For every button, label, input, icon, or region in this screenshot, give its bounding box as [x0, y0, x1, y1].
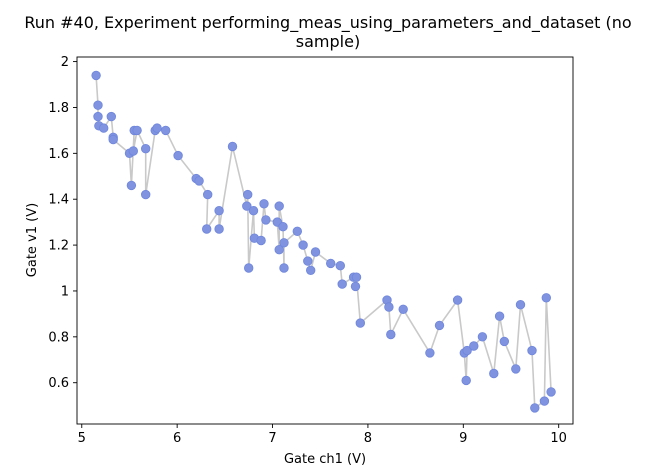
axes-frame — [76, 56, 574, 425]
x-axis-ticks: 5 6 7 8 9 10 — [78, 424, 567, 446]
data-point — [256, 235, 266, 246]
data-point — [489, 368, 499, 379]
data-point — [152, 123, 162, 133]
data-point — [261, 215, 271, 225]
chart-title-line2: sample) — [296, 32, 360, 51]
data-point — [527, 345, 537, 356]
data-point — [140, 143, 151, 154]
data-point — [452, 295, 463, 305]
y-tick-label: 1.8 — [48, 101, 69, 116]
y-tick-label: 1.2 — [48, 239, 69, 254]
data-point — [351, 272, 362, 282]
data-point — [214, 205, 224, 216]
x-axis-label: Gate ch1 (V) — [284, 452, 366, 467]
data-point — [108, 134, 118, 145]
data-point — [126, 180, 137, 191]
data-point — [477, 332, 488, 342]
data-point — [214, 224, 224, 234]
x-tick-label: 9 — [459, 431, 467, 446]
data-point — [546, 387, 556, 397]
y-axis-ticks: 0.6 0.8 1 1.2 1.4 1.6 1.8 2 — [48, 55, 77, 391]
data-point — [434, 320, 445, 331]
data-point — [194, 176, 204, 186]
data-point — [425, 348, 435, 358]
data-point — [91, 70, 101, 81]
x-tick-label: 7 — [268, 431, 276, 446]
data-point — [530, 403, 540, 413]
x-tick-label: 5 — [78, 431, 86, 446]
data-point — [274, 201, 284, 211]
data-point — [306, 265, 316, 276]
data-point — [310, 247, 321, 257]
data-point — [227, 141, 238, 152]
data-point — [160, 125, 171, 136]
y-axis-label: Gate v1 (V) — [25, 203, 40, 277]
data-point — [386, 329, 396, 340]
data-point — [303, 256, 313, 266]
y-tick-label: 0.6 — [48, 376, 69, 391]
data-point — [201, 224, 212, 234]
data-point — [292, 226, 303, 237]
data-point — [298, 240, 308, 250]
data-point — [140, 189, 151, 200]
data-point — [335, 261, 346, 271]
data-point — [259, 199, 269, 209]
data-point — [93, 111, 103, 122]
data-point — [350, 281, 361, 292]
data-point — [541, 293, 552, 303]
data-point — [242, 201, 252, 211]
data-point — [515, 300, 526, 310]
data-point — [274, 244, 284, 255]
data-point — [494, 311, 505, 321]
data-point — [98, 123, 109, 133]
data-point — [132, 125, 142, 136]
plot-area — [91, 70, 556, 413]
data-point — [499, 336, 510, 347]
y-tick-label: 0.8 — [48, 330, 69, 345]
data-point — [242, 189, 253, 200]
y-tick-label: 1.4 — [48, 193, 69, 208]
data-point — [173, 150, 183, 161]
x-tick-label: 8 — [364, 431, 372, 446]
series-markers — [91, 70, 556, 413]
data-point — [279, 238, 289, 248]
data-point — [355, 318, 366, 328]
data-point — [326, 258, 336, 269]
y-tick-label: 1 — [61, 284, 69, 299]
data-point — [278, 221, 288, 232]
x-tick-label: 10 — [550, 431, 567, 446]
y-tick-label: 2 — [61, 55, 69, 70]
data-point — [279, 263, 289, 273]
chart-title-line1: Run #40, Experiment performing_meas_usin… — [24, 13, 631, 33]
y-tick-label: 1.6 — [48, 147, 69, 162]
data-point — [511, 364, 521, 374]
data-point — [461, 375, 471, 386]
data-point — [337, 279, 347, 289]
data-point — [202, 189, 213, 200]
data-point — [128, 146, 139, 156]
data-point — [243, 263, 254, 273]
data-point — [106, 111, 117, 122]
data-point — [539, 396, 550, 406]
data-point — [93, 100, 103, 110]
data-point — [398, 304, 408, 315]
data-point — [462, 345, 472, 356]
x-tick-label: 6 — [173, 431, 181, 446]
data-point — [469, 341, 479, 351]
data-point — [248, 205, 259, 216]
data-point — [384, 302, 394, 312]
